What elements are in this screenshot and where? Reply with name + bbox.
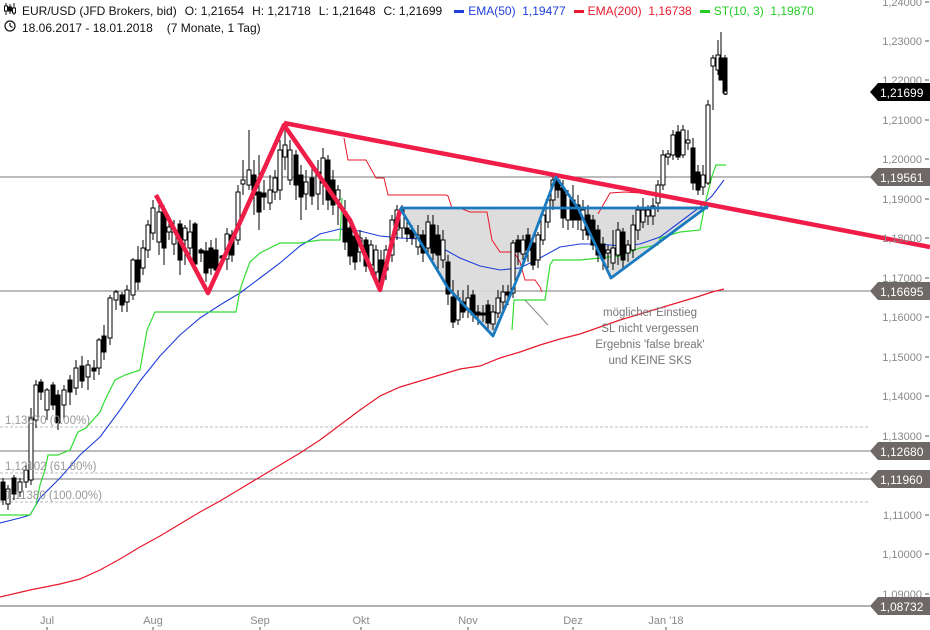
svg-text:1,13370 (0.00%): 1,13370 (0.00%) [5, 415, 90, 427]
svg-text:1,13000: 1,13000 [882, 431, 922, 443]
svg-text:1,11960: 1,11960 [880, 473, 923, 487]
x-axis: Jul Aug Sep Okt Nov Dez Jan '18 [40, 615, 684, 630]
chart-header: EUR/USD (JFD Brokers, bid) O: 1,21654 H:… [4, 3, 814, 37]
svg-text:Okt: Okt [352, 615, 369, 627]
legend-ema50: EMA(50) 1,19477 [454, 3, 566, 20]
svg-text:1,08732: 1,08732 [880, 600, 924, 614]
svg-text:1,19000: 1,19000 [882, 194, 922, 206]
svg-text:Sep: Sep [250, 615, 270, 627]
inverse-head-shoulders-pattern [398, 175, 709, 338]
svg-text:1,10000: 1,10000 [882, 549, 922, 561]
svg-text:1,14000: 1,14000 [882, 391, 922, 403]
svg-text:1,20000: 1,20000 [882, 154, 922, 166]
descending-trendline [283, 120, 930, 250]
clock-icon [4, 20, 18, 37]
svg-text:1,12102 (61.80%): 1,12102 (61.80%) [5, 461, 97, 473]
svg-text:1,15000: 1,15000 [882, 352, 922, 364]
svg-text:1,16695: 1,16695 [880, 285, 924, 299]
svg-text:1,16000: 1,16000 [882, 312, 922, 324]
svg-text:1,18000: 1,18000 [882, 233, 922, 245]
date-range-row: 18.06.2017 - 18.01.2018 (7 Monate, 1 Tag… [4, 20, 814, 37]
svg-text:1,12680: 1,12680 [880, 445, 924, 459]
svg-text:Ergebnis 'false break': Ergebnis 'false break' [595, 339, 704, 351]
svg-text:1,21699: 1,21699 [880, 86, 924, 100]
svg-text:Jul: Jul [40, 615, 54, 627]
svg-text:1,23000: 1,23000 [882, 36, 922, 48]
fibonacci-levels [0, 426, 870, 503]
svg-text:Aug: Aug [143, 615, 163, 627]
svg-text:Dez: Dez [563, 615, 583, 627]
svg-text:möglicher Einstieg: möglicher Einstieg [603, 307, 697, 319]
annotation-pointer [524, 299, 549, 326]
double-bottom-w-pattern [154, 122, 403, 296]
ohlc-high: H: 1,21718 [252, 4, 311, 18]
svg-text:1,24000: 1,24000 [882, 0, 922, 9]
svg-text:1,19561: 1,19561 [880, 171, 924, 185]
svg-text:und KEINE SKS: und KEINE SKS [608, 355, 691, 367]
symbol-name: EUR/USD (JFD Brokers, bid) [22, 4, 177, 18]
candlestick-chart-icon [4, 3, 18, 20]
svg-text:1,11380 (100.00%): 1,11380 (100.00%) [5, 490, 102, 502]
annotation-text: möglicher Einstieg SL nicht vergessen Er… [595, 307, 704, 367]
svg-text:Nov: Nov [458, 615, 478, 627]
ohlc-low: L: 1,21648 [318, 4, 376, 18]
supertrend-up-line-1 [0, 197, 343, 516]
symbol-row: EUR/USD (JFD Brokers, bid) O: 1,21654 H:… [4, 3, 814, 20]
price-tag-1-12680: 1,12680 [870, 442, 930, 460]
ema200-line [0, 288, 725, 598]
ohlc-open: O: 1,21654 [184, 4, 245, 18]
legend-ema200: EMA(200) 1,16738 [573, 3, 692, 20]
ohlc-close: C: 1,21699 [383, 4, 443, 18]
svg-text:1,21000: 1,21000 [882, 115, 922, 127]
price-tag-1-16695: 1,16695 [870, 282, 930, 300]
horizontal-levels [0, 176, 870, 480]
price-tag-1-11960: 1,11960 [870, 470, 930, 488]
fibonacci-labels: 1,13370 (0.00%) 1,12102 (61.80%) 1,11380… [5, 415, 102, 502]
date-range: 18.06.2017 - 18.01.2018 [22, 21, 153, 35]
legend-supertrend: ST(10, 3) 1,19870 [699, 3, 814, 20]
svg-text:SL nicht vergessen: SL nicht vergessen [601, 323, 698, 335]
price-tag-current: 1,21699 [870, 83, 930, 101]
svg-text:1,11000: 1,11000 [883, 510, 922, 522]
svg-text:Jan '18: Jan '18 [648, 615, 683, 627]
inverse-head-shoulders-fill [400, 177, 708, 336]
period-length: (7 Monate, 1 Tag) [166, 21, 261, 35]
price-tag-1-08732: 1,08732 [870, 597, 930, 615]
price-tag-1-19561: 1,19561 [870, 168, 930, 186]
